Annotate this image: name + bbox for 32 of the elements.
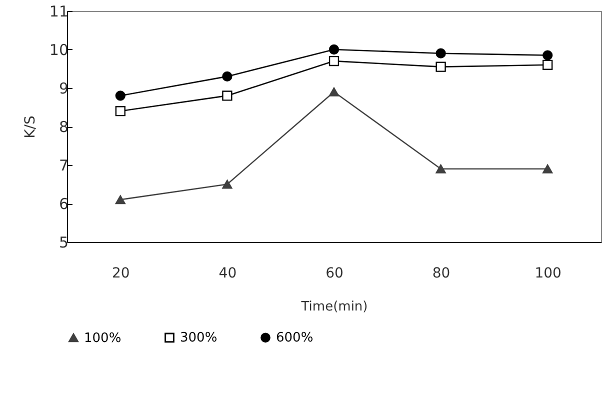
y-tick-label: 6 [58, 195, 68, 213]
x-tick-label: 100 [534, 266, 562, 282]
point [222, 71, 232, 82]
x-tick-label: 40 [218, 266, 237, 282]
point [115, 106, 126, 116]
legend-label: 600% [276, 330, 314, 346]
y-tick-label: 5 [58, 234, 68, 252]
point [436, 48, 446, 58]
x-tick-label: 20 [112, 266, 130, 282]
y-tick-label: 8 [58, 118, 68, 136]
point [542, 50, 553, 60]
y-axis-title: K/S [22, 116, 38, 138]
y-tick-label: 10 [49, 41, 68, 59]
x-tick-label: 80 [432, 266, 450, 282]
point [115, 195, 126, 204]
point [328, 44, 340, 55]
x-tick-label: 60 [326, 266, 344, 282]
point [542, 164, 553, 174]
y-tick-label: 7 [58, 156, 68, 174]
point [328, 87, 340, 96]
y-tick-label: 9 [58, 80, 68, 98]
legend-label: 100% [84, 330, 122, 346]
point [222, 180, 232, 189]
y-tick-label: 11 [49, 2, 68, 20]
point [542, 60, 553, 70]
point [436, 164, 446, 174]
x-axis-title: Time(min) [300, 300, 368, 314]
point [328, 56, 340, 66]
point [436, 62, 446, 72]
point [222, 90, 232, 101]
point [115, 90, 126, 101]
legend-label: 300% [180, 330, 218, 346]
